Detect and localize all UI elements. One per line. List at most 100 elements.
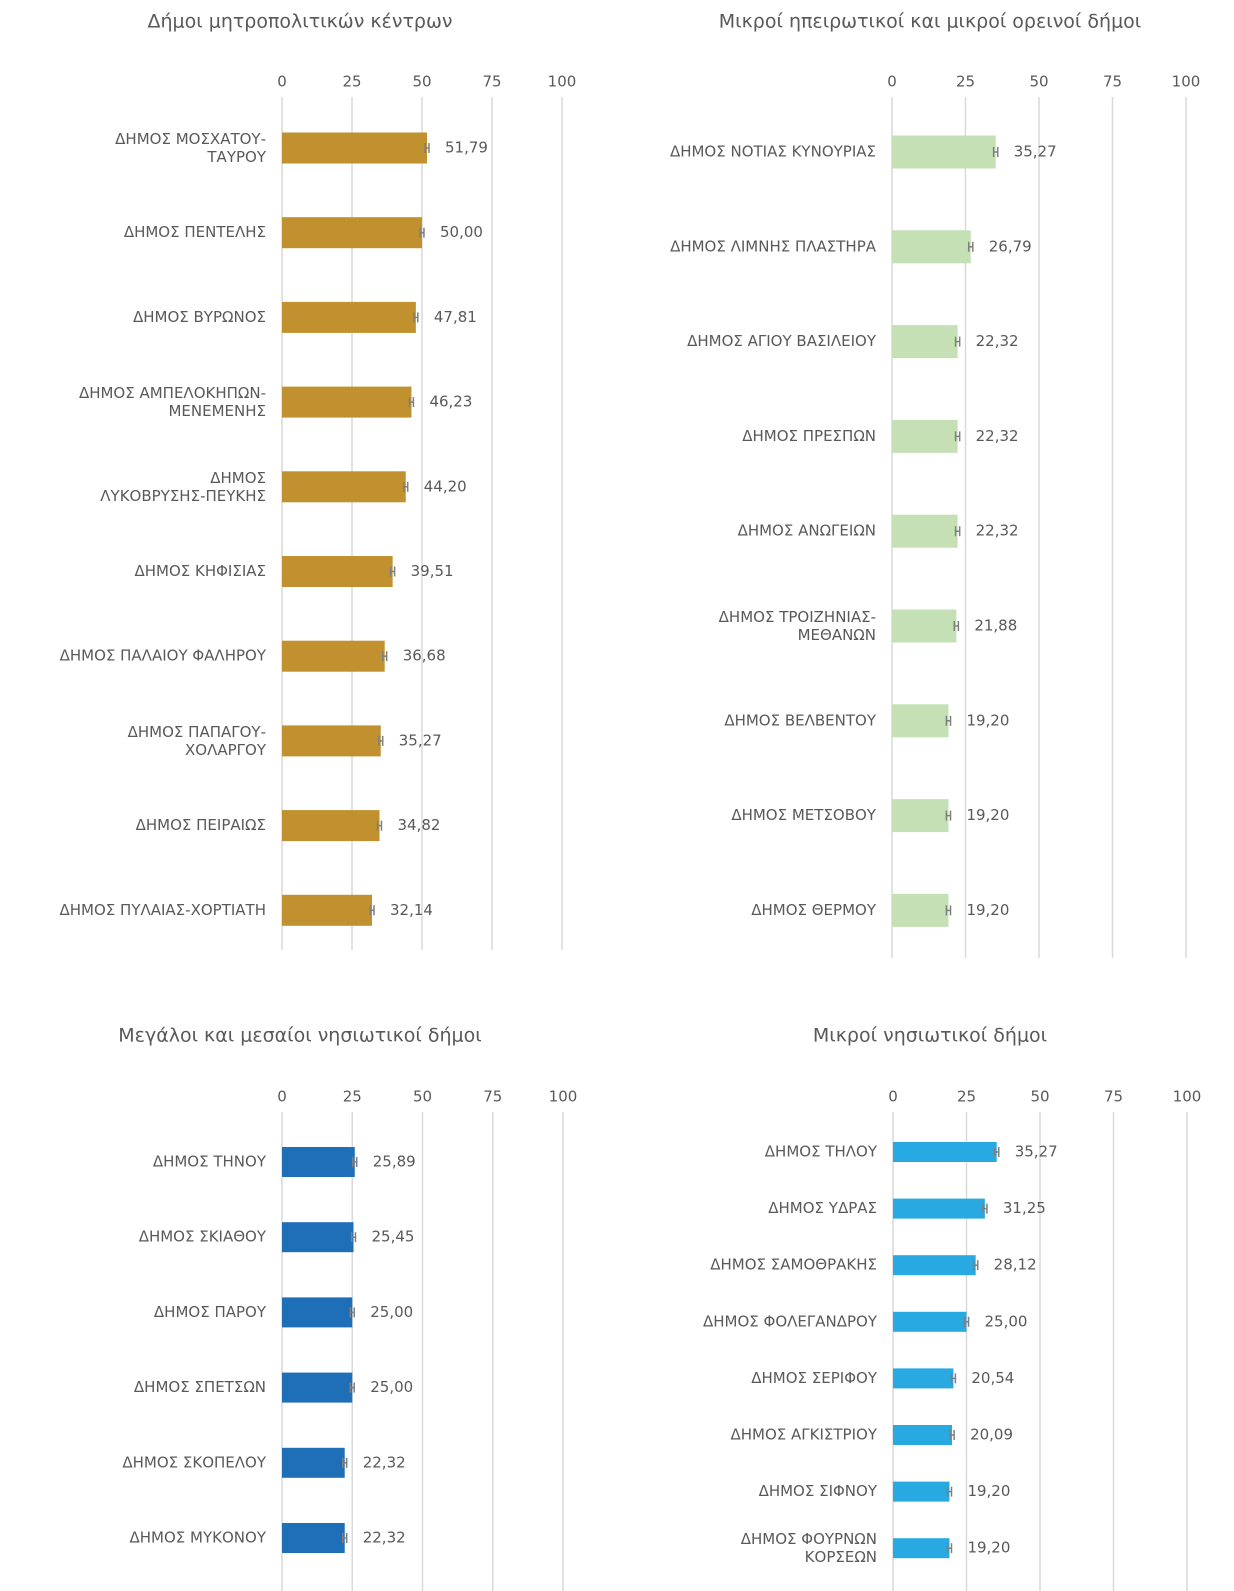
error-bar — [953, 621, 960, 631]
error-bar — [378, 735, 384, 746]
error-bar — [954, 336, 961, 347]
bar — [893, 1142, 997, 1162]
bar — [282, 132, 428, 164]
category-label: ΔΗΜΟΣ ΤΗΝΟΥ — [153, 1153, 267, 1171]
chart-title: Μικροί νησιωτικοί δήμοι — [813, 1025, 1047, 1047]
error-bar — [349, 1307, 355, 1318]
x-tick-label: 0 — [888, 1088, 898, 1106]
x-tick-label: 0 — [887, 73, 897, 91]
bar — [282, 1372, 353, 1403]
category-label: ΔΗΜΟΣ ΒΕΛΒΕΝΤΟΥ — [724, 711, 877, 729]
value-label: 25,00 — [370, 1303, 413, 1321]
bar — [893, 1368, 954, 1389]
bar — [893, 1481, 950, 1502]
bar — [892, 799, 949, 833]
value-label: 19,20 — [966, 901, 1009, 919]
x-tick-label: 50 — [413, 1088, 432, 1106]
category-label: ΔΗΜΟΣ ΑΝΩΓΕΙΩΝ — [738, 522, 876, 540]
category-label: ΔΗΜΟΣ ΠΕΝΤΕΛΗΣ — [124, 223, 266, 241]
bar — [892, 609, 957, 643]
x-tick-label: 0 — [277, 1088, 287, 1106]
error-bar — [946, 1486, 953, 1497]
error-bar — [993, 1147, 1000, 1157]
x-tick-label: 50 — [1029, 73, 1048, 91]
bar — [892, 514, 958, 548]
bar — [282, 725, 381, 757]
category-label: ΔΗΜΟΣ ΜΕΤΣΟΒΟΥ — [731, 806, 876, 824]
value-label: 20,54 — [971, 1369, 1014, 1387]
x-tick-label: 100 — [549, 1088, 578, 1106]
value-label: 50,00 — [440, 223, 483, 241]
bar — [282, 1297, 353, 1328]
bar — [893, 1311, 967, 1332]
x-tick-label: 75 — [1103, 73, 1122, 91]
bar — [282, 556, 393, 587]
error-bar — [945, 810, 952, 821]
value-label: 35,27 — [1014, 143, 1057, 161]
value-label: 25,45 — [372, 1228, 415, 1246]
x-tick-label: 100 — [1172, 73, 1201, 91]
category-label: ΔΗΜΟΣ ΣΚΟΠΕΛΟΥ — [122, 1453, 266, 1471]
bar — [892, 893, 949, 927]
category-label: ΔΗΜΟΣ ΒΥΡΩΝΟΣ — [133, 308, 266, 326]
error-bar — [352, 1157, 358, 1167]
error-bar — [963, 1316, 970, 1327]
error-bar — [992, 147, 999, 157]
category-label: ΔΗΜΟΣ ΛΙΜΝΗΣ ΠΛΑΣΤΗΡΑ — [670, 237, 877, 255]
category-label: ΔΗΜΟΣ ΣΕΡΙΦΟΥ — [751, 1369, 878, 1387]
error-bar — [342, 1457, 348, 1468]
x-tick-label: 25 — [957, 1088, 976, 1106]
value-label: 21,88 — [974, 617, 1017, 635]
bar — [892, 135, 996, 169]
value-label: 32,14 — [390, 901, 433, 919]
x-tick-label: 50 — [412, 73, 431, 91]
bar — [892, 419, 958, 453]
category-label: ΔΗΜΟΣ ΤΗΛΟΥ — [765, 1143, 878, 1161]
chart-title: Μεγάλοι και μεσαίοι νησιωτικοί δήμοι — [118, 1025, 481, 1047]
value-label: 35,27 — [1015, 1143, 1058, 1161]
bar — [282, 386, 412, 418]
category-label: ΔΗΜΟΣ ΦΟΥΡΝΩΝ ΚΟΡΣΕΩΝ — [741, 1530, 877, 1566]
category-label: ΔΗΜΟΣ ΜΟΣΧΑΤΟΥ-ΤΑΥΡΟΥ — [115, 130, 267, 166]
category-label: ΔΗΜΟΣ ΑΜΠΕΛΟΚΗΠΩΝ-ΜΕΝΕΜΕΝΗΣ — [79, 384, 266, 420]
value-label: 22,32 — [976, 332, 1019, 350]
value-label: 51,79 — [445, 139, 488, 157]
x-tick-label: 25 — [343, 1088, 362, 1106]
category-label: ΔΗΜΟΣ ΥΔΡΑΣ — [768, 1199, 877, 1217]
bar — [282, 810, 380, 842]
bar — [282, 640, 385, 672]
value-label: 28,12 — [994, 1256, 1037, 1274]
bar — [892, 704, 949, 738]
value-label: 25,89 — [373, 1153, 416, 1171]
bar — [893, 1538, 950, 1559]
category-label: ΔΗΜΟΣ ΠΑΡΟΥ — [154, 1303, 267, 1321]
error-bar — [982, 1203, 988, 1214]
category-label: ΔΗΜΟΣ ΜΥΚΟΝΟΥ — [130, 1529, 267, 1547]
error-bar — [376, 820, 383, 831]
value-label: 19,20 — [967, 1539, 1010, 1557]
category-label: ΔΗΜΟΣ ΦΟΛΕΓΑΝΔΡΟΥ — [703, 1312, 878, 1330]
value-label: 19,20 — [966, 806, 1009, 824]
error-bar — [403, 481, 409, 492]
bar — [893, 1255, 976, 1276]
category-label: ΔΗΜΟΣ ΑΓΙΟΥ ΒΑΣΙΛΕΙΟΥ — [687, 332, 877, 350]
value-label: 39,51 — [411, 562, 454, 580]
error-bar — [945, 715, 952, 726]
bar — [282, 217, 422, 249]
value-label: 47,81 — [434, 308, 477, 326]
category-label: ΔΗΜΟΣ ΚΗΦΙΣΙΑΣ — [134, 562, 266, 580]
bar — [282, 894, 372, 926]
bar — [893, 1198, 985, 1219]
error-bar — [381, 651, 388, 662]
x-tick-label: 50 — [1030, 1088, 1049, 1106]
value-label: 25,00 — [985, 1312, 1028, 1330]
error-bar — [419, 227, 425, 238]
chart-title: Μικροί ηπειρωτικοί και μικροί ορεινοί δή… — [719, 11, 1141, 33]
x-tick-label: 75 — [482, 73, 501, 91]
x-tick-label: 100 — [1173, 1088, 1202, 1106]
error-bar — [389, 566, 396, 577]
value-label: 19,20 — [966, 711, 1009, 729]
error-bar — [967, 241, 974, 252]
bar — [282, 1523, 345, 1553]
